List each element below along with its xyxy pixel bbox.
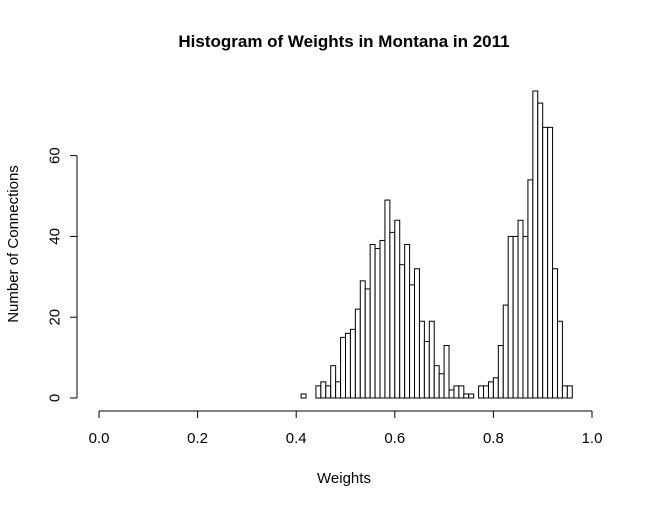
histogram-bar (394, 219, 401, 399)
histogram-bar (463, 393, 470, 399)
histogram-bar (399, 264, 406, 399)
y-axis-label: Number of Connections (5, 165, 22, 323)
histogram-bar (483, 385, 489, 399)
histogram-bar (552, 268, 558, 399)
histogram-bar (453, 385, 460, 399)
histogram-bar (438, 373, 445, 399)
x-tick-label: 0.2 (187, 430, 208, 447)
histogram-bar (537, 102, 544, 399)
histogram-bars (300, 90, 573, 399)
x-tick-label: 0.6 (384, 430, 405, 447)
histogram-bar (522, 235, 529, 399)
x-tick-label: 1.0 (582, 430, 603, 447)
histogram-bar (384, 199, 391, 399)
histogram-bar (404, 244, 411, 399)
y-tick-label: 60 (46, 147, 63, 164)
histogram-bar (468, 393, 475, 399)
x-tick-label: 0.8 (483, 430, 504, 447)
histogram-bar (359, 280, 366, 399)
histogram-bar (345, 332, 351, 399)
histogram-bar (561, 385, 568, 399)
histogram-bar (349, 328, 356, 399)
histogram-bar (315, 385, 322, 399)
histogram-bar (423, 340, 430, 399)
chart-title: Histogram of Weights in Montana in 2011 (178, 32, 509, 51)
histogram-bar (532, 90, 539, 399)
y-tick-label: 20 (46, 309, 63, 326)
y-tick-label: 0 (46, 394, 63, 402)
histogram-bar (556, 320, 563, 399)
histogram-bar (502, 304, 509, 399)
histogram-bar (354, 308, 361, 399)
histogram-bar (448, 389, 455, 399)
histogram-bar (369, 244, 376, 399)
y-axis: 0 20 40 60 (46, 147, 78, 402)
histogram-bar (340, 336, 347, 399)
histogram-bar (487, 381, 494, 399)
histogram-bar (320, 381, 327, 399)
histogram-bar (478, 385, 485, 399)
histogram-bar (517, 219, 524, 399)
histogram-bar (527, 179, 534, 399)
histogram-bar (512, 235, 519, 399)
histogram-bar (418, 320, 425, 399)
y-tick-label: 40 (46, 228, 63, 245)
x-tick-label: 0.4 (286, 430, 307, 447)
histogram-bar (458, 385, 465, 399)
histogram-bar (507, 235, 514, 399)
histogram-bar (547, 126, 554, 399)
histogram-bar (542, 126, 549, 399)
histogram-bar (443, 344, 450, 399)
x-tick-label: 0.0 (89, 430, 110, 447)
histogram-bar (325, 385, 332, 399)
x-axis-label: Weights (317, 470, 371, 487)
histogram-bar (374, 248, 381, 399)
histogram-bar (379, 239, 386, 399)
histogram-bar (492, 377, 499, 399)
x-axis: 0.0 0.2 0.4 0.6 0.8 1.0 (89, 410, 603, 447)
histogram-bar (433, 365, 440, 399)
histogram-bar (414, 268, 420, 399)
histogram-bar (330, 365, 337, 399)
histogram-bar (300, 393, 307, 399)
histogram-bar (389, 231, 396, 399)
histogram-bar (497, 344, 504, 399)
histogram-bar (566, 385, 573, 399)
histogram-bar (409, 284, 416, 399)
histogram-bar (428, 320, 435, 399)
histogram-bar (364, 288, 371, 399)
histogram-bar (335, 381, 342, 399)
